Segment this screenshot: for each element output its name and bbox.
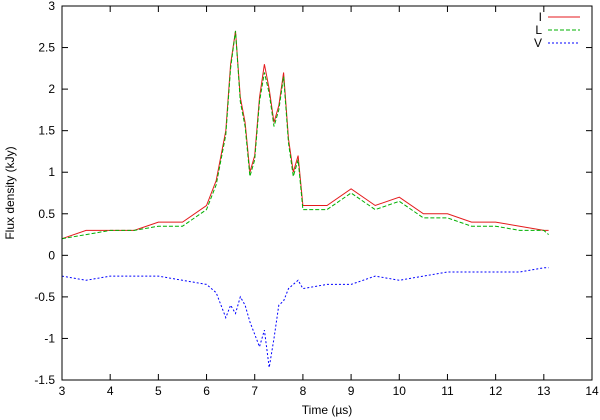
x-tick-label: 8 xyxy=(300,384,307,398)
x-tick-label: 6 xyxy=(203,384,210,398)
y-tick-label: -1.5 xyxy=(34,373,55,387)
y-tick-label: 0 xyxy=(48,248,55,262)
x-tick-label: 3 xyxy=(59,384,66,398)
y-tick-label: 2 xyxy=(48,82,55,96)
legend-label: I xyxy=(539,10,542,24)
x-tick-label: 7 xyxy=(251,384,258,398)
series-line-l xyxy=(61,30,549,240)
y-axis-label: Flux density (kJy) xyxy=(3,146,17,239)
x-tick-label: 12 xyxy=(489,384,503,398)
y-tick-label: -1 xyxy=(44,331,55,345)
x-axis: 3 4 5 6 7 8 9 10 11 12 13 14 xyxy=(59,6,599,398)
x-tick-label: 14 xyxy=(585,384,599,398)
x-tick-label: 4 xyxy=(107,384,114,398)
y-tick-label: 3 xyxy=(48,0,55,13)
legend-label: L xyxy=(535,23,542,37)
y-tick-label: 2.5 xyxy=(38,41,55,55)
x-tick-label: 9 xyxy=(348,384,355,398)
y-tick-label: 1 xyxy=(48,165,55,179)
legend-label: V xyxy=(534,36,542,50)
x-tick-label: 5 xyxy=(155,384,162,398)
x-tick-label: 11 xyxy=(441,384,454,398)
x-tick-label: 13 xyxy=(537,384,551,398)
series-line-i xyxy=(61,30,549,240)
y-axis: -1.5 -1 -0.5 0 0.5 1 1.5 2 2.5 3 xyxy=(34,0,592,387)
y-tick-label: 0.5 xyxy=(38,207,55,221)
legend: ILV xyxy=(534,10,580,50)
series-line-v xyxy=(61,267,549,368)
x-tick-label: 10 xyxy=(393,384,407,398)
y-tick-label: 1.5 xyxy=(38,124,55,138)
y-tick-label: -0.5 xyxy=(34,290,55,304)
plot-frame xyxy=(61,5,593,381)
x-axis-label: Time (µs) xyxy=(302,403,352,417)
plot-area xyxy=(61,30,549,368)
